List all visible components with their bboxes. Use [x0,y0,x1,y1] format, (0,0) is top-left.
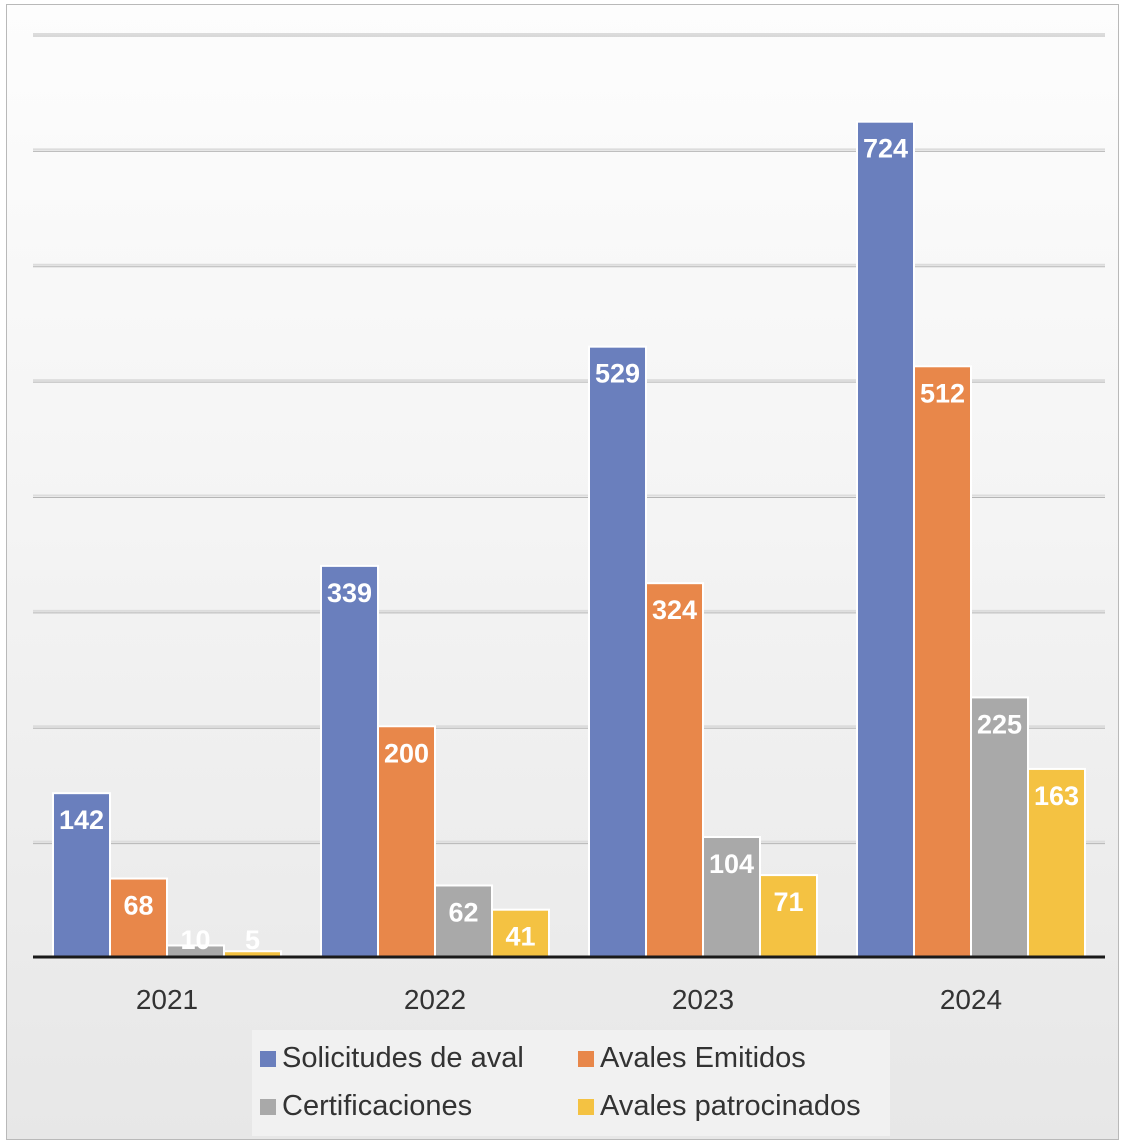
bar [913,365,972,958]
data-label: 5 [245,925,260,955]
legend: Solicitudes de aval Avales Emitidos Cert… [252,1030,890,1136]
x-tick-label: 2024 [940,984,1002,1015]
legend-swatch [578,1050,594,1067]
bar [759,874,818,958]
legend-item-certificaciones: Certificaciones [260,1090,472,1123]
legend-swatch [578,1098,594,1115]
legend-swatch [260,1098,276,1115]
data-label: 62 [448,897,478,927]
data-label: 529 [595,359,640,389]
x-axis-ticks: 2021 2022 2023 2024 [136,984,1002,1015]
legend-label: Avales Emitidos [600,1042,806,1074]
bar [645,582,704,958]
data-label: 724 [863,134,908,164]
data-label: 104 [709,849,754,879]
legend-item-avales-patrocinados: Avales patrocinados [578,1090,861,1123]
bar [1027,767,1086,958]
data-label: 68 [123,891,153,921]
bar [588,345,647,958]
data-label: 512 [920,378,965,408]
data-label: 339 [327,578,372,608]
data-label: 163 [1034,781,1079,811]
legend-swatch [260,1050,276,1067]
data-label: 200 [384,738,429,768]
legend-label: Solicitudes de aval [282,1042,524,1074]
legend-label: Certificaciones [282,1090,473,1122]
x-tick-label: 2021 [136,984,198,1015]
x-tick-label: 2023 [672,984,734,1015]
bar [702,836,761,959]
data-label: 10 [180,925,210,955]
x-tick-label: 2022 [404,984,466,1015]
bars: 142 68 10 5 339 200 62 41 529 324 104 71 724 512 225 16… [52,120,1086,959]
data-label: 71 [773,887,803,917]
legend-item-solicitudes: Solicitudes de aval [260,1042,524,1075]
legend-label: Avales patrocinados [600,1090,861,1122]
bar [856,120,915,958]
data-label: 324 [652,595,697,625]
data-label: 142 [59,805,104,835]
legend-item-avales-emitidos: Avales Emitidos [578,1042,806,1075]
data-label: 41 [505,922,535,952]
bar [320,564,379,958]
data-label: 225 [977,709,1022,739]
